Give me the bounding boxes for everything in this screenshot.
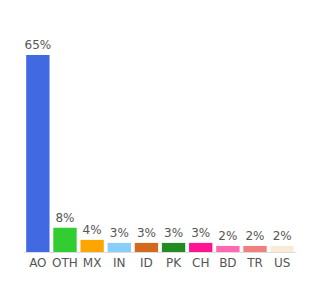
x-tick: IN bbox=[113, 252, 126, 270]
bars bbox=[26, 55, 294, 252]
x-tick: ID bbox=[140, 252, 153, 270]
x-tick: US bbox=[274, 252, 290, 270]
bar bbox=[53, 228, 76, 252]
x-tick-label: BD bbox=[219, 256, 236, 270]
x-tick: MX bbox=[83, 252, 102, 270]
x-tick: OTH bbox=[52, 252, 78, 270]
chart: 65% 8% 4% 3% 3% 3% 3% 2% 2% 2% AO OTH MX IN ID PK CH BD TR… bbox=[0, 0, 320, 300]
data-label: 3% bbox=[191, 226, 210, 240]
x-axis: AO OTH MX IN ID PK CH BD TR US bbox=[25, 252, 297, 270]
x-axis-line bbox=[25, 252, 297, 253]
x-tick-label: CH bbox=[192, 256, 209, 270]
x-tick-label: AO bbox=[29, 256, 46, 270]
x-tick-label: TR bbox=[246, 256, 263, 270]
data-label: 8% bbox=[55, 211, 74, 225]
x-tick: PK bbox=[166, 252, 182, 270]
bar bbox=[162, 243, 185, 252]
data-label: 2% bbox=[218, 229, 237, 243]
bar bbox=[108, 243, 131, 252]
data-label: 3% bbox=[164, 226, 183, 240]
bar bbox=[189, 243, 212, 252]
x-tick-label: US bbox=[274, 256, 290, 270]
x-tick-label: OTH bbox=[52, 256, 78, 270]
bar bbox=[135, 243, 158, 252]
x-tick-label: PK bbox=[166, 256, 182, 270]
plot: 65% 8% 4% 3% 3% 3% 3% 2% 2% 2% AO OTH MX IN ID PK CH BD TR… bbox=[25, 38, 297, 270]
bar bbox=[216, 246, 239, 252]
x-tick-label: MX bbox=[83, 256, 102, 270]
x-tick: CH bbox=[192, 252, 209, 270]
x-tick: AO bbox=[29, 252, 46, 270]
data-label: 4% bbox=[83, 223, 102, 237]
data-label: 2% bbox=[245, 229, 264, 243]
data-label: 3% bbox=[137, 226, 156, 240]
x-tick: TR bbox=[246, 252, 263, 270]
data-labels: 65% 8% 4% 3% 3% 3% 3% 2% 2% 2% bbox=[25, 38, 292, 243]
bar bbox=[80, 240, 103, 252]
data-label: 65% bbox=[25, 38, 52, 52]
bar bbox=[26, 55, 49, 252]
data-label: 2% bbox=[273, 229, 292, 243]
x-tick: BD bbox=[219, 252, 236, 270]
x-tick-label: ID bbox=[140, 256, 153, 270]
data-label: 3% bbox=[110, 226, 129, 240]
bar bbox=[270, 246, 293, 252]
bar bbox=[243, 246, 266, 252]
x-tick-label: IN bbox=[113, 256, 126, 270]
